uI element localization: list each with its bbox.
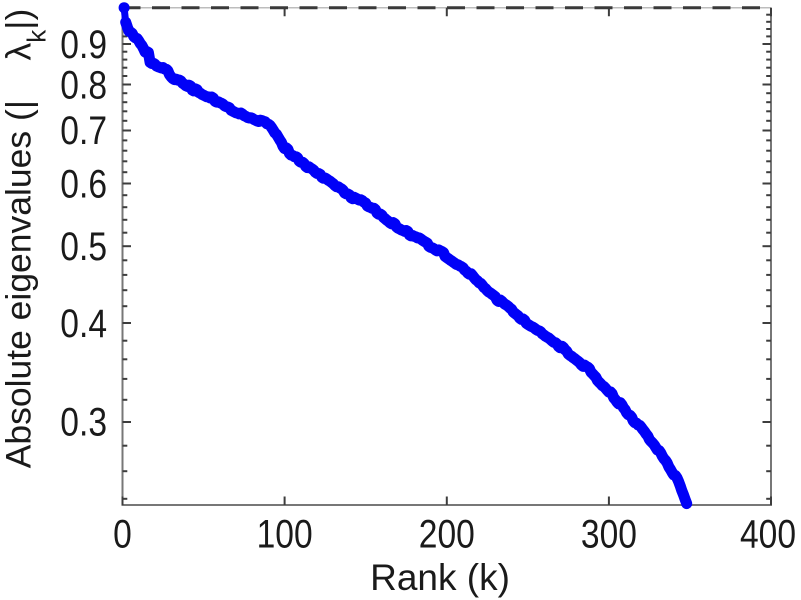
svg-text:0.3: 0.3	[60, 400, 107, 444]
svg-text:400: 400	[740, 512, 796, 556]
svg-text:Rank (k): Rank (k)	[370, 557, 510, 598]
svg-text:200: 200	[419, 512, 475, 556]
svg-text:0.4: 0.4	[60, 301, 107, 345]
svg-text:0.7: 0.7	[60, 108, 107, 152]
svg-text:300: 300	[581, 512, 637, 556]
svg-text:0.8: 0.8	[60, 63, 107, 107]
svg-text:0.9: 0.9	[60, 22, 107, 66]
svg-text:100: 100	[257, 512, 313, 556]
svg-text:0.5: 0.5	[60, 224, 107, 268]
svg-text:0.6: 0.6	[60, 162, 107, 206]
svg-text:0: 0	[113, 512, 132, 556]
